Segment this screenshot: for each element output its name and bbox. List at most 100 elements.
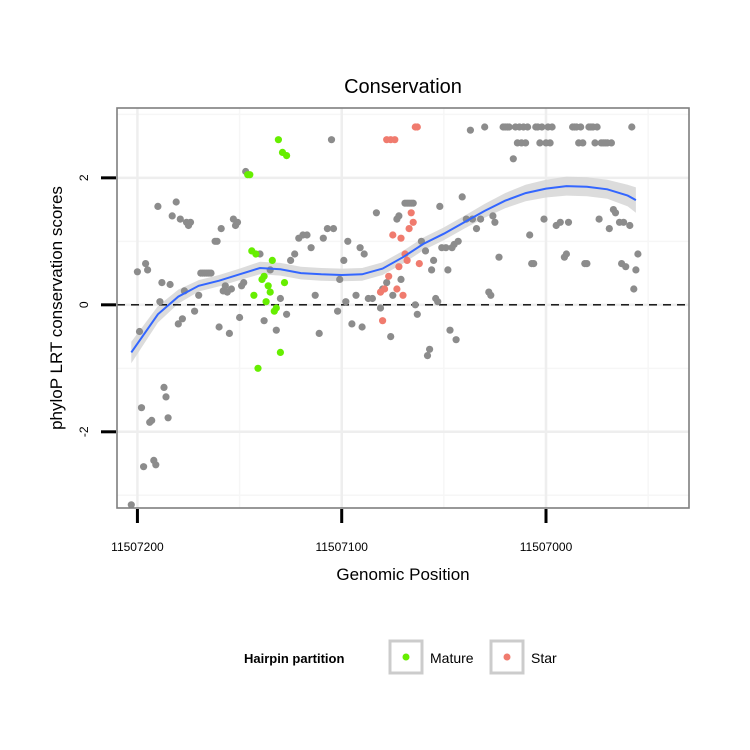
data-point-other	[477, 215, 485, 223]
x-axis: 11507200 11507100 11507000	[111, 509, 573, 554]
data-point-mature	[252, 250, 260, 258]
data-point-mature	[262, 298, 270, 306]
data-point-other	[522, 139, 530, 147]
x-tick-label: 11507000	[520, 540, 573, 554]
data-point-other	[591, 139, 599, 147]
data-point-other	[217, 225, 225, 233]
data-point-star	[407, 209, 415, 217]
data-point-other	[489, 212, 497, 220]
data-point-other	[368, 294, 376, 303]
legend-key-star	[489, 639, 525, 675]
data-point-other	[536, 139, 544, 147]
data-point-other	[342, 298, 350, 306]
data-point-other	[225, 329, 233, 337]
data-point-mature	[246, 171, 254, 179]
data-point-other	[348, 320, 356, 328]
x-tick-label: 11507100	[315, 540, 368, 554]
data-point-other	[409, 199, 417, 207]
data-point-star	[385, 272, 393, 280]
data-point-other	[421, 247, 430, 255]
smooth-line	[130, 185, 637, 353]
data-point-other	[233, 218, 242, 226]
legend-swatch-star	[503, 653, 511, 661]
data-point-other	[166, 280, 174, 289]
data-point-other	[446, 326, 454, 334]
data-point-star	[403, 256, 411, 264]
data-point-other	[630, 285, 638, 293]
legend-label-mature: Mature	[430, 650, 474, 666]
data-point-star	[405, 225, 413, 233]
x-axis-title: Genomic Position	[336, 565, 469, 584]
data-point-other	[472, 225, 481, 233]
data-point-other	[611, 209, 620, 217]
data-point-other	[344, 237, 352, 245]
smooth-confidence-band	[131, 176, 636, 364]
data-point-other	[154, 202, 162, 210]
data-point-other	[509, 155, 517, 163]
data-point-star	[415, 260, 423, 268]
data-point-other	[272, 326, 280, 334]
data-point-star	[413, 123, 421, 131]
data-point-other	[311, 291, 319, 299]
data-point-other	[411, 301, 419, 309]
data-point-other	[215, 323, 223, 331]
data-point-star	[397, 234, 405, 242]
y-tick-label: 0	[77, 301, 91, 308]
data-point-other	[186, 218, 195, 226]
data-point-mature	[280, 279, 289, 287]
data-point-other	[260, 317, 268, 325]
data-point-other	[442, 244, 450, 252]
data-point-other	[632, 266, 640, 274]
data-point-other	[434, 298, 442, 306]
data-point-other	[334, 307, 342, 315]
data-point-other	[352, 291, 360, 299]
data-point-other	[174, 320, 182, 328]
data-point-other	[191, 307, 199, 315]
data-point-other	[127, 501, 135, 509]
data-point-other	[358, 323, 366, 331]
data-point-other	[236, 313, 244, 322]
data-point-star	[379, 317, 387, 325]
data-point-other	[423, 352, 432, 360]
data-point-other	[524, 123, 532, 131]
data-point-mature	[250, 291, 258, 299]
data-point-other	[307, 244, 315, 252]
data-point-other	[303, 231, 311, 239]
data-point-other	[466, 126, 474, 134]
data-point-other	[383, 279, 391, 287]
data-point-other	[323, 225, 331, 233]
data-point-star	[391, 136, 399, 144]
legend-item-mature: Mature	[388, 639, 474, 675]
data-point-other	[142, 260, 150, 268]
data-point-other	[389, 291, 397, 299]
plot-border	[116, 107, 690, 509]
chart-title: Conservation	[344, 76, 462, 98]
data-point-other	[458, 193, 466, 201]
confidence-band-layer	[131, 176, 636, 364]
data-point-other	[140, 463, 148, 471]
y-tick-label: -2	[77, 426, 91, 437]
data-point-other	[340, 256, 348, 264]
data-point-other	[152, 461, 160, 469]
plot-panel	[116, 107, 690, 509]
data-point-other	[160, 383, 168, 391]
data-point-other	[195, 291, 203, 299]
data-point-other	[372, 209, 380, 217]
legend-label-star: Star	[531, 650, 557, 666]
data-point-other	[133, 268, 141, 276]
data-point-other	[481, 123, 489, 131]
data-point-other	[607, 139, 616, 147]
data-point-other	[395, 212, 403, 220]
data-point-other	[329, 225, 338, 233]
data-point-other	[240, 279, 248, 287]
data-point-other	[546, 139, 554, 147]
data-point-mature	[274, 136, 282, 144]
data-point-mature	[283, 152, 291, 160]
data-point-other	[397, 275, 405, 283]
data-point-other	[158, 279, 166, 287]
data-point-other	[327, 136, 336, 144]
data-point-other	[168, 212, 176, 220]
data-point-other	[595, 215, 603, 223]
legend-swatch-mature	[402, 653, 410, 661]
